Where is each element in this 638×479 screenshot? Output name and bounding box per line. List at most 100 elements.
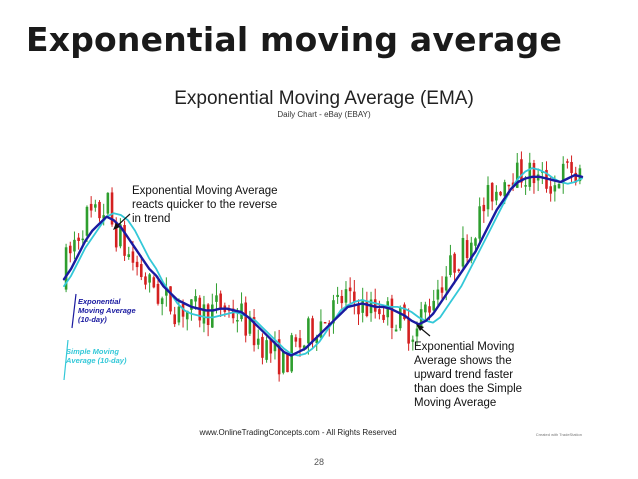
candle-body — [173, 314, 176, 325]
candle-body — [482, 204, 486, 212]
candle-body — [286, 354, 289, 373]
candle-body — [106, 192, 110, 214]
annotation-ema-upward-line: Exponential Moving — [414, 341, 514, 353]
candle-body — [282, 351, 285, 373]
candle-body — [520, 159, 523, 183]
label-sma-series-line: Simple Moving — [66, 347, 119, 356]
candlestick-layer — [64, 151, 582, 382]
candle-body — [294, 337, 298, 342]
candle-body — [436, 289, 440, 300]
candle-body — [131, 251, 135, 263]
candle-body — [461, 237, 465, 267]
annotation-ema-reacts-line: Exponential Moving Average — [132, 185, 278, 197]
candle-body — [177, 306, 181, 323]
candle-body — [156, 283, 160, 304]
candle-body — [495, 191, 498, 201]
candle-body — [202, 304, 206, 324]
candle-body — [144, 276, 147, 285]
annotation-ema-upward-line: Moving Average — [414, 397, 496, 409]
candle-body — [503, 182, 507, 197]
candle-body — [219, 293, 222, 309]
candle-body — [382, 314, 385, 321]
candle-body — [528, 162, 532, 187]
candle-body — [148, 274, 151, 283]
chart-title: Exponential Moving Average (EMA) — [174, 88, 474, 109]
label-ema-series-line: Exponential — [78, 297, 121, 306]
candle-body — [64, 247, 68, 290]
candle-body — [160, 298, 164, 305]
candle-body — [190, 299, 193, 310]
candle-body — [470, 242, 473, 261]
candle-body — [185, 310, 189, 320]
candle-body — [215, 295, 218, 302]
candle-body — [102, 215, 105, 219]
candle-body — [394, 329, 398, 332]
candle-body — [273, 342, 277, 352]
candle-body — [553, 185, 557, 192]
candle-body — [77, 237, 80, 242]
candle-body — [332, 300, 335, 324]
pointer-sma-series — [63, 339, 69, 381]
candle-body — [457, 269, 461, 272]
candle-body — [353, 291, 356, 303]
candle-body — [465, 240, 469, 259]
candle-body — [311, 318, 314, 341]
candle-body — [449, 255, 452, 276]
candle-body — [169, 286, 172, 312]
annotation-ema-reacts-line: reacts quicker to the reverse — [132, 199, 277, 211]
moving-average-layer — [62, 167, 584, 357]
candle-body — [73, 239, 76, 252]
candle-body — [444, 276, 448, 291]
candle-body — [94, 204, 97, 208]
pointer-ema-series — [71, 293, 77, 329]
candle-body — [211, 304, 214, 328]
candle-body — [336, 294, 339, 297]
candle-body — [415, 328, 419, 337]
candle-body — [194, 296, 197, 302]
candle-body — [428, 306, 431, 313]
label-sma-series: Simple Moving Average (10-day) — [65, 347, 127, 365]
candle-body — [248, 316, 252, 334]
candle-body — [206, 304, 210, 326]
candle-body — [181, 304, 185, 317]
candle-body — [261, 336, 264, 358]
sma-line — [63, 167, 583, 357]
candle-body — [135, 261, 139, 268]
candle-body — [236, 319, 239, 322]
candle-body — [81, 238, 85, 241]
label-ema-series-line: (10-day) — [78, 315, 107, 324]
annotation-ema-upward-line: upward trend faster — [414, 369, 513, 381]
candle-body — [110, 192, 114, 225]
chart-subtitle: Daily Chart - eBay (EBAY) — [277, 110, 371, 119]
arrow-ema-upward — [416, 324, 431, 337]
candle-body — [68, 245, 72, 254]
candle-body — [557, 184, 561, 189]
candle-body — [85, 206, 89, 236]
candle-body — [340, 295, 344, 304]
ema-line — [62, 173, 584, 357]
candle-body — [424, 304, 427, 313]
candle-body — [244, 302, 248, 336]
candle-body — [499, 191, 502, 196]
candle-body — [277, 339, 281, 375]
candle-body — [89, 203, 93, 211]
candle-body — [361, 299, 364, 313]
candle-body — [453, 253, 456, 273]
candle-body — [578, 168, 582, 182]
page-number: 28 — [313, 457, 324, 467]
chart-figure: Exponential Moving Average (EMA) Daily C… — [52, 78, 584, 443]
chart-footer: www.OnlineTradingConcepts.com - All Righ… — [198, 428, 396, 437]
candle-body — [165, 288, 168, 296]
candle-body — [570, 162, 573, 174]
ema-chart: Exponential Moving Average (EMA) Daily C… — [62, 88, 584, 437]
candle-body — [474, 238, 477, 246]
candle-body — [403, 304, 406, 320]
candle-body — [348, 287, 352, 292]
candle-body — [478, 206, 481, 239]
candle-body — [98, 201, 101, 219]
candle-body — [269, 339, 273, 354]
candle-body — [256, 338, 260, 345]
candle-body — [123, 225, 126, 256]
candle-body — [407, 318, 410, 344]
chart-credit: Created with TradeStation — [536, 432, 582, 437]
